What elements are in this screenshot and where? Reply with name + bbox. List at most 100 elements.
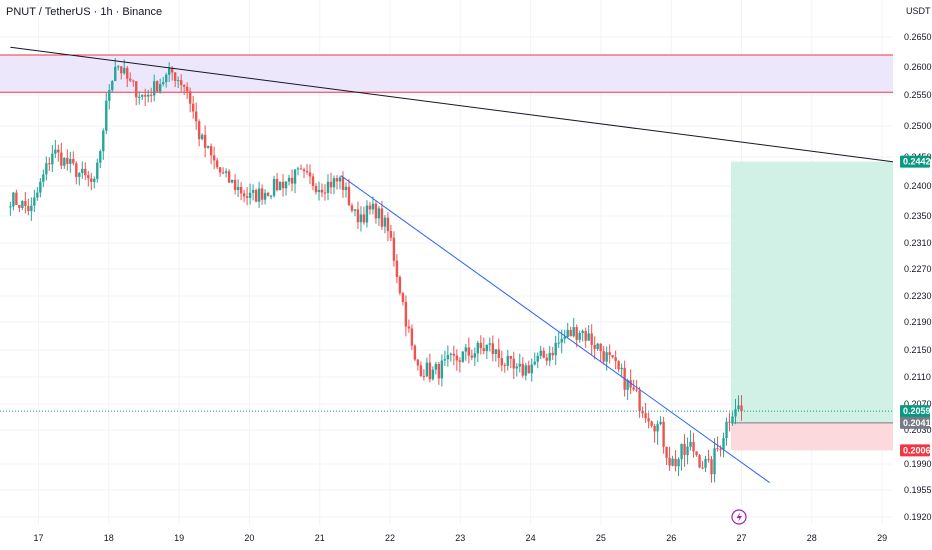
candle bbox=[156, 80, 159, 92]
candle bbox=[75, 161, 78, 185]
candle-body bbox=[704, 458, 707, 468]
candle-body bbox=[102, 130, 105, 152]
time-tick-label: 20 bbox=[244, 533, 254, 543]
candle bbox=[656, 420, 659, 445]
candle-body bbox=[503, 365, 506, 367]
flash-icon[interactable] bbox=[731, 509, 747, 525]
time-axis[interactable]: 17 18 19 20 21 22 23 24 25 26 27 28 29 bbox=[33, 533, 887, 543]
currency-unit[interactable]: USDT bbox=[906, 6, 931, 16]
candle-body bbox=[527, 365, 530, 374]
candle bbox=[63, 157, 66, 169]
candle-body bbox=[69, 158, 72, 164]
candle bbox=[314, 183, 318, 195]
candle-body bbox=[515, 366, 518, 369]
candle-body bbox=[302, 169, 306, 172]
candle-body bbox=[701, 467, 704, 469]
candle-body bbox=[425, 362, 429, 377]
trendlines[interactable] bbox=[10, 46, 897, 483]
candle bbox=[518, 353, 521, 373]
candle bbox=[356, 201, 360, 229]
candle-body bbox=[308, 172, 312, 177]
candle-body bbox=[692, 441, 695, 452]
candle-body bbox=[36, 192, 39, 198]
candle-body bbox=[437, 363, 441, 379]
candle-body bbox=[275, 178, 279, 191]
candle-body bbox=[296, 168, 300, 170]
candle-body bbox=[659, 421, 662, 425]
candle-body bbox=[236, 186, 240, 190]
price-tick-label: 0.2500 bbox=[904, 121, 932, 131]
price-axis[interactable]: 0.26500.26000.25500.25000.24500.24000.23… bbox=[893, 0, 932, 550]
candle bbox=[185, 82, 189, 100]
candle bbox=[512, 351, 515, 380]
candle bbox=[260, 184, 264, 205]
candle bbox=[12, 191, 15, 211]
candle-body bbox=[500, 358, 503, 366]
candle bbox=[105, 92, 108, 135]
candle bbox=[482, 337, 486, 355]
candle bbox=[575, 324, 578, 348]
symbol-title[interactable]: PNUT / TetherUS · 1h · Binance bbox=[6, 6, 163, 18]
candle-body bbox=[428, 362, 432, 380]
candle-body bbox=[470, 355, 474, 358]
candle bbox=[57, 144, 60, 162]
candle-body bbox=[449, 353, 453, 355]
candle bbox=[620, 363, 623, 378]
candle-body bbox=[389, 231, 393, 238]
candle bbox=[353, 209, 357, 217]
long-position-tool[interactable] bbox=[730, 161, 893, 451]
candle-body bbox=[156, 81, 159, 92]
price-tick-label: 0.2350 bbox=[904, 211, 932, 221]
candle bbox=[350, 203, 354, 213]
candle bbox=[108, 84, 111, 110]
candle bbox=[530, 358, 533, 382]
candle-body bbox=[230, 179, 234, 183]
candle bbox=[389, 224, 393, 242]
candle bbox=[731, 412, 734, 426]
candle-body bbox=[138, 96, 141, 98]
candle bbox=[479, 335, 483, 355]
candle bbox=[311, 173, 315, 191]
candle bbox=[284, 181, 288, 196]
candle bbox=[701, 460, 704, 470]
candle-body bbox=[173, 72, 177, 81]
time-tick-label: 28 bbox=[807, 533, 817, 543]
candle-body bbox=[126, 67, 129, 79]
candle-body bbox=[293, 169, 297, 184]
candle-body bbox=[215, 160, 219, 168]
candle-body bbox=[42, 174, 45, 182]
candle-body bbox=[254, 190, 258, 202]
candle bbox=[275, 173, 279, 192]
candle bbox=[138, 91, 141, 105]
stop-price-tag-bg bbox=[900, 444, 930, 457]
candle bbox=[326, 174, 330, 201]
candle bbox=[15, 189, 18, 205]
candle bbox=[617, 360, 620, 373]
candle bbox=[99, 149, 102, 169]
candle bbox=[144, 88, 147, 107]
candle bbox=[515, 363, 518, 377]
candle-body bbox=[60, 152, 63, 166]
candlesticks bbox=[9, 58, 743, 483]
candle bbox=[191, 95, 195, 119]
candle-body bbox=[734, 409, 737, 417]
candle bbox=[347, 179, 351, 206]
candle-body bbox=[21, 200, 24, 208]
time-tick-label: 29 bbox=[877, 533, 887, 543]
candle bbox=[455, 349, 459, 371]
candle bbox=[48, 157, 51, 172]
candle bbox=[437, 361, 441, 385]
candle-body bbox=[111, 81, 114, 91]
candle bbox=[179, 74, 183, 93]
candle-body bbox=[269, 195, 273, 197]
candle bbox=[126, 65, 129, 88]
candle-body bbox=[323, 192, 327, 194]
candle-body bbox=[383, 217, 387, 227]
price-tick-label: 0.2600 bbox=[904, 62, 932, 72]
candle bbox=[431, 366, 435, 381]
candle-body bbox=[206, 146, 210, 148]
candle-body bbox=[452, 353, 456, 356]
candle bbox=[686, 437, 689, 465]
candle-body bbox=[419, 365, 423, 376]
